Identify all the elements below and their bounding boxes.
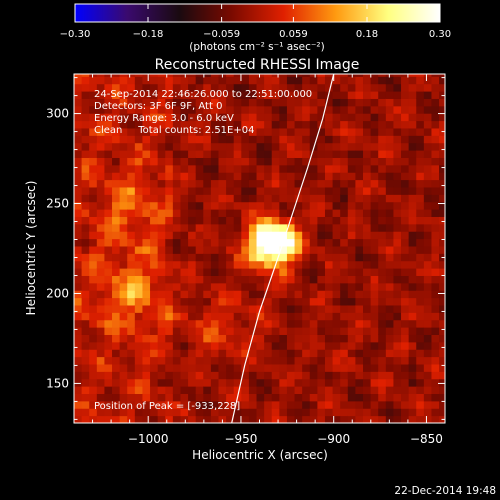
- info-line-time: 24-Sep-2014 22:46:26.000 to 22:51:00.000: [94, 89, 312, 100]
- footer-timestamp: 22-Dec-2014 19:48: [394, 485, 496, 497]
- x-tick-label: −850: [410, 432, 443, 446]
- info-line-detectors: Detectors: 3F 6F 9F, Att 0: [94, 101, 222, 112]
- colorbar-tick-label: −0.059: [203, 29, 240, 40]
- y-tick-label: 150: [46, 376, 69, 390]
- solar-limb-line: [231, 74, 335, 423]
- colorbar-tick-label: 0.30: [429, 29, 451, 40]
- x-tick-label: −1000: [128, 432, 169, 446]
- y-tick-label: 300: [46, 107, 69, 121]
- y-tick-label: 250: [46, 197, 69, 211]
- y-tick-label: 200: [46, 286, 69, 300]
- colorbar: [74, 3, 441, 23]
- y-axis-label: Heliocentric Y (arcsec): [24, 181, 38, 316]
- plot-image: [74, 74, 445, 423]
- colorbar-ticks: −0.30 −0.18 −0.059 0.059 0.18 0.30: [60, 4, 451, 40]
- info-line-energy: Energy Range: 3.0 - 6.0 keV: [94, 113, 234, 124]
- colorbar-unit-label: (photons cm⁻² s⁻¹ asec⁻²): [189, 41, 324, 53]
- colorbar-tick-label: −0.18: [133, 29, 164, 40]
- info-line-clean: Clean Total counts: 2.51E+04: [94, 125, 254, 136]
- colorbar-tick-label: 0.18: [356, 29, 378, 40]
- x-tick-label: −900: [317, 432, 350, 446]
- x-tick-label: −950: [224, 432, 257, 446]
- chart-title: Reconstructed RHESSI Image: [155, 57, 360, 73]
- peak-position-label: Position of Peak = [-933,228]: [94, 401, 240, 412]
- x-axis-label: Heliocentric X (arcsec): [192, 448, 328, 462]
- colorbar-tick-label: −0.30: [60, 29, 91, 40]
- colorbar-tick-label: 0.059: [279, 29, 308, 40]
- axis-ticks: −1000 −950 −900 −850 150 200 250 300: [46, 74, 446, 446]
